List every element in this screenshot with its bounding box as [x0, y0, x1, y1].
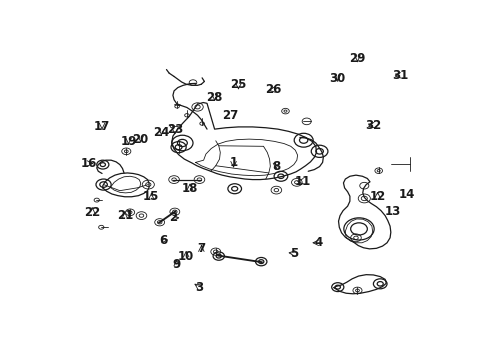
- Text: 32: 32: [365, 119, 381, 132]
- Text: 5: 5: [289, 247, 298, 260]
- Text: 13: 13: [384, 205, 400, 218]
- Text: 24: 24: [153, 126, 169, 139]
- Text: 8: 8: [271, 160, 280, 173]
- Text: 7: 7: [197, 242, 205, 255]
- Text: 19: 19: [120, 135, 137, 148]
- Text: 15: 15: [143, 190, 159, 203]
- Text: 9: 9: [172, 258, 181, 271]
- Text: 17: 17: [94, 120, 110, 133]
- Text: 26: 26: [264, 83, 281, 96]
- Text: 22: 22: [84, 206, 100, 219]
- Text: 10: 10: [178, 249, 194, 262]
- Text: 1: 1: [229, 156, 237, 169]
- Text: 20: 20: [132, 132, 148, 145]
- Text: 2: 2: [168, 211, 177, 224]
- Text: 30: 30: [329, 72, 345, 85]
- Text: 28: 28: [206, 91, 223, 104]
- Text: 12: 12: [369, 190, 385, 203]
- Text: 6: 6: [159, 234, 167, 247]
- Text: 25: 25: [230, 78, 246, 91]
- Text: 27: 27: [221, 109, 237, 122]
- Text: 14: 14: [398, 188, 414, 201]
- Text: 29: 29: [348, 52, 365, 65]
- Text: 31: 31: [391, 69, 407, 82]
- Text: 11: 11: [294, 175, 310, 188]
- Text: 21: 21: [117, 208, 133, 221]
- Text: 16: 16: [80, 157, 97, 170]
- Text: 18: 18: [182, 182, 198, 195]
- Text: 3: 3: [195, 281, 203, 294]
- Text: 23: 23: [166, 123, 183, 136]
- Text: 4: 4: [314, 236, 322, 249]
